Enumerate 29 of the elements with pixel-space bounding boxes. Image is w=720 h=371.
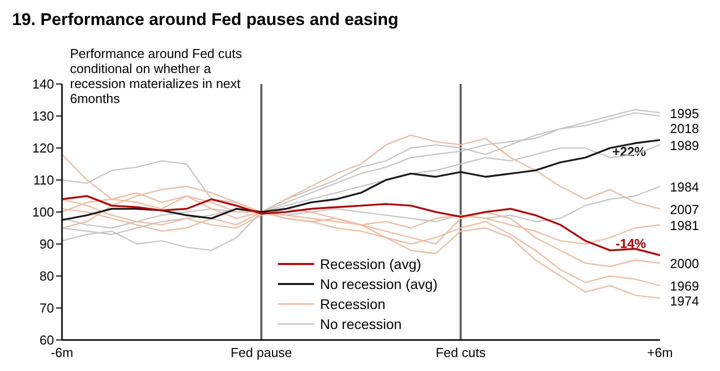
legend-label: No recession (avg) xyxy=(320,276,438,292)
annotation: 1995 xyxy=(670,106,699,121)
annotation: Performance around Fed cuts conditional on whether a recession materializes in next 6months xyxy=(70,46,243,106)
chart-title: 19. Performance around Fed pauses and easing xyxy=(11,9,400,31)
x-tick-label: Fed cuts xyxy=(436,345,486,360)
y-tick-label: 60 xyxy=(40,332,54,348)
x-tick-label: Fed pause xyxy=(230,345,292,360)
annotation: 2000 xyxy=(670,256,699,272)
legend-label: Recession (avg) xyxy=(320,256,422,272)
y-tick-label: 90 xyxy=(40,236,54,252)
y-tick-label: 130 xyxy=(32,108,54,124)
annotation: 1981 xyxy=(670,218,699,233)
annotation: -14% xyxy=(616,236,646,252)
y-tick-label: 100 xyxy=(32,204,54,220)
annotation: 1984 xyxy=(670,179,699,194)
annotation: 1969 xyxy=(670,278,699,294)
legend-label: No recession xyxy=(320,316,402,332)
y-tick-label: 70 xyxy=(40,300,54,316)
x-tick-label: +6m xyxy=(647,345,673,360)
x-tick-label: -6m xyxy=(50,345,74,360)
annotation: 1974 xyxy=(670,294,699,309)
annotation: 2007 xyxy=(670,202,699,217)
y-tick-label: 110 xyxy=(33,172,54,188)
annotation: 2018 xyxy=(670,120,699,136)
y-tick-label: 140 xyxy=(32,76,54,92)
y-tick-label: 80 xyxy=(40,268,54,284)
legend-label: Recession xyxy=(320,296,386,312)
annotation: 1989 xyxy=(670,138,699,153)
y-tick-label: 120 xyxy=(32,140,54,156)
